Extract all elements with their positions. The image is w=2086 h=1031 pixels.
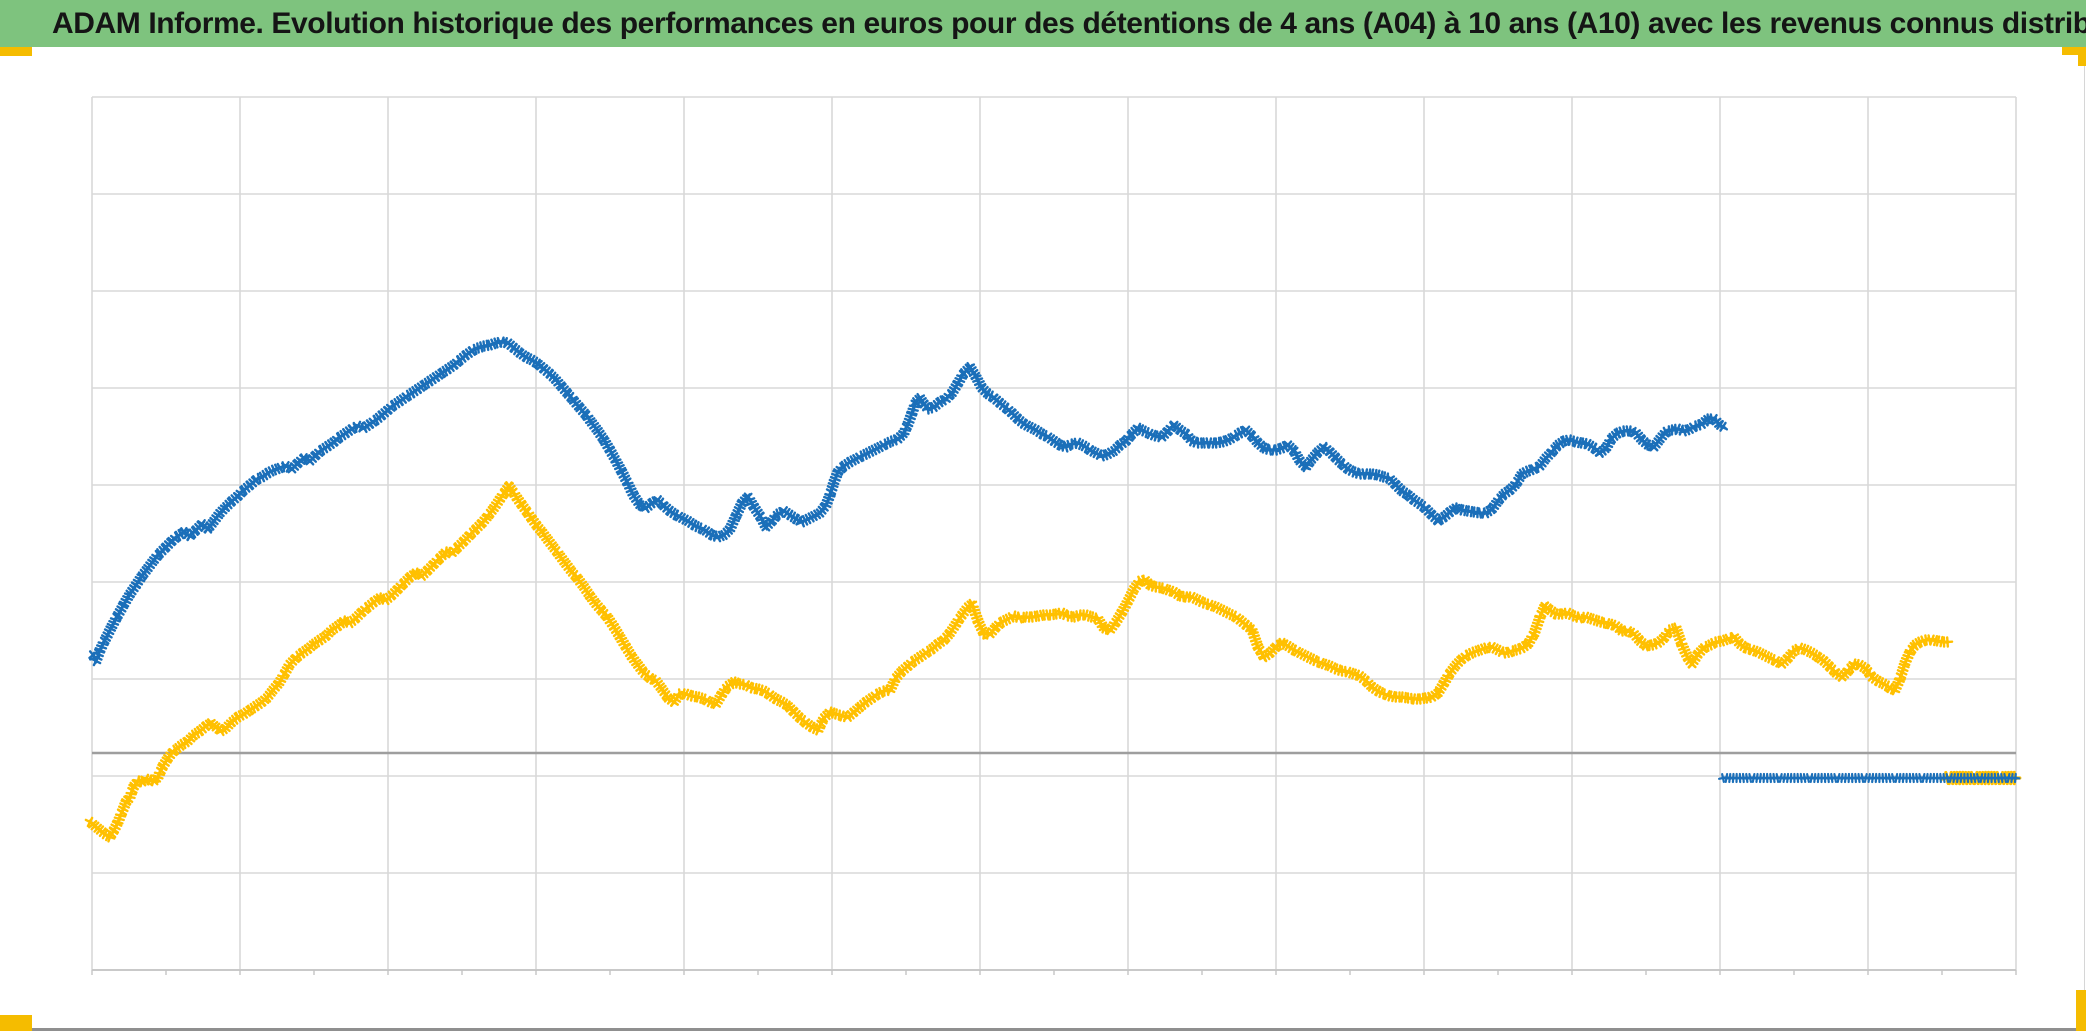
category-axis (91, 969, 2017, 975)
selection-handle-bottom-left[interactable] (0, 1015, 32, 1031)
series-blue-main[interactable] (87, 336, 1730, 667)
chart-title-bar: ADAM Informe. Evolution historique des p… (0, 0, 2086, 47)
series-gold-main[interactable] (84, 480, 1954, 843)
selection-handle-top-right[interactable] (2062, 47, 2086, 55)
gridlines (91, 96, 2017, 971)
selection-handle-top-left[interactable] (0, 47, 32, 56)
series-blue-tail-flat[interactable] (1717, 772, 2021, 784)
selection-handle-top-right-v[interactable] (2078, 47, 2086, 66)
chart-right-border (2084, 48, 2085, 1031)
bottom-divider (0, 1028, 2086, 1031)
selection-handle-bottom-right[interactable] (2076, 990, 2086, 1031)
chart-title: ADAM Informe. Evolution historique des p… (52, 6, 2086, 40)
